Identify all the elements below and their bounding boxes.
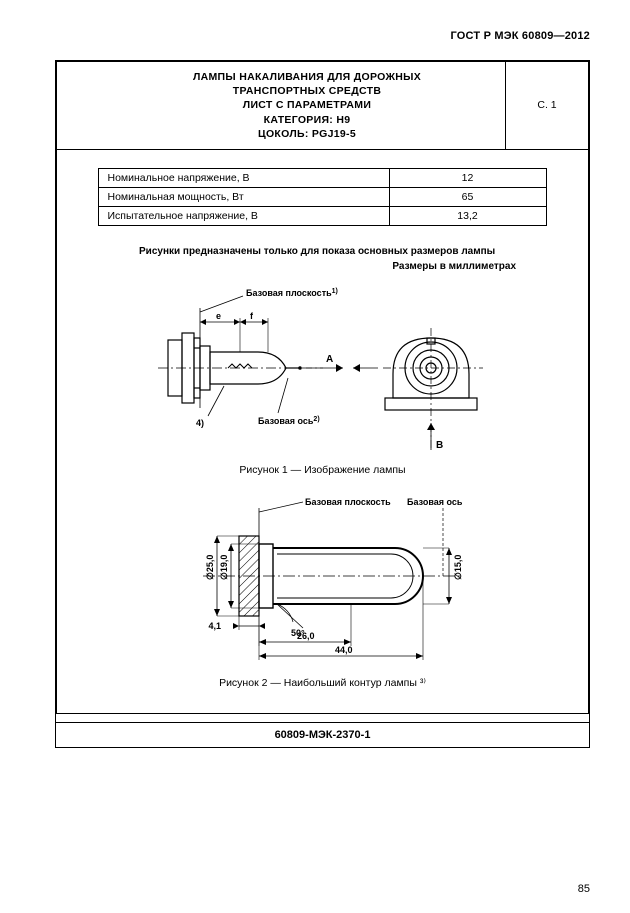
svg-text:Базовая ось: Базовая ось: [407, 497, 463, 507]
svg-text:∅19,0: ∅19,0: [219, 555, 229, 580]
note-purpose: Рисунки предназначены только для показа …: [139, 246, 566, 257]
figure-2-caption: Рисунок 2 — Наибольший контур лампы ³⁾: [79, 677, 566, 689]
title-pad-left: [57, 62, 110, 150]
svg-text:4,1: 4,1: [208, 621, 221, 631]
svg-text:Базовая ось2): Базовая ось2): [258, 416, 320, 426]
svg-text:44,0: 44,0: [335, 645, 353, 655]
title-center: ЛАМПЫ НАКАЛИВАНИЯ ДЛЯ ДОРОЖНЫХ ТРАНСПОРТ…: [109, 62, 506, 150]
svg-text:Базовая плоскость1): Базовая плоскость1): [246, 288, 338, 298]
svg-text:∅15,0: ∅15,0: [453, 555, 463, 580]
svg-text:e: e: [216, 311, 221, 321]
sheet-number: С. 1: [506, 62, 589, 150]
svg-text:26,0: 26,0: [297, 631, 315, 641]
doc-header: ГОСТ Р МЭК 60809—2012: [55, 30, 590, 42]
svg-text:f: f: [250, 311, 254, 321]
svg-text:4): 4): [196, 418, 204, 428]
figure-1: Базовая плоскость1) e f 4): [79, 278, 566, 456]
table-row: Испытательное напряжение, В 13,2: [99, 206, 546, 225]
figure-1-caption: Рисунок 1 — Изображение лампы: [79, 464, 566, 476]
title-line-4: КАТЕГОРИЯ: H9: [264, 114, 351, 126]
svg-text:∅25,0: ∅25,0: [205, 555, 215, 580]
svg-text:B: B: [436, 440, 443, 451]
figure-2: Базовая плоскость Базовая ось ∅25,0: [79, 496, 566, 669]
page-number: 85: [578, 883, 590, 895]
title-line-3: ЛИСТ С ПАРАМЕТРАМИ: [243, 99, 371, 111]
title-line-5: ЦОКОЛЬ: PGJ19-5: [258, 128, 356, 140]
bottom-code: 60809-МЭК-2370-1: [56, 722, 589, 747]
param-value: 65: [389, 187, 546, 206]
svg-text:Базовая плоскость: Базовая плоскость: [305, 497, 391, 507]
param-value: 13,2: [389, 206, 546, 225]
param-label: Номинальная мощность, Вт: [99, 187, 389, 206]
note-dims: Размеры в миллиметрах: [79, 261, 516, 272]
title-line-1: ЛАМПЫ НАКАЛИВАНИЯ ДЛЯ ДОРОЖНЫХ: [193, 71, 421, 83]
svg-text:A: A: [326, 354, 333, 365]
table-row: Номинальная мощность, Вт 65: [99, 187, 546, 206]
sheet-frame: ЛАМПЫ НАКАЛИВАНИЯ ДЛЯ ДОРОЖНЫХ ТРАНСПОРТ…: [55, 60, 590, 748]
param-value: 12: [389, 168, 546, 187]
content-area: Номинальное напряжение, В 12 Номинальная…: [56, 150, 589, 714]
params-table: Номинальное напряжение, В 12 Номинальная…: [98, 168, 546, 226]
title-line-2: ТРАНСПОРТНЫХ СРЕДСТВ: [233, 85, 381, 97]
param-label: Испытательное напряжение, В: [99, 206, 389, 225]
title-block: ЛАМПЫ НАКАЛИВАНИЯ ДЛЯ ДОРОЖНЫХ ТРАНСПОРТ…: [56, 61, 589, 150]
table-row: Номинальное напряжение, В 12: [99, 168, 546, 187]
param-label: Номинальное напряжение, В: [99, 168, 389, 187]
